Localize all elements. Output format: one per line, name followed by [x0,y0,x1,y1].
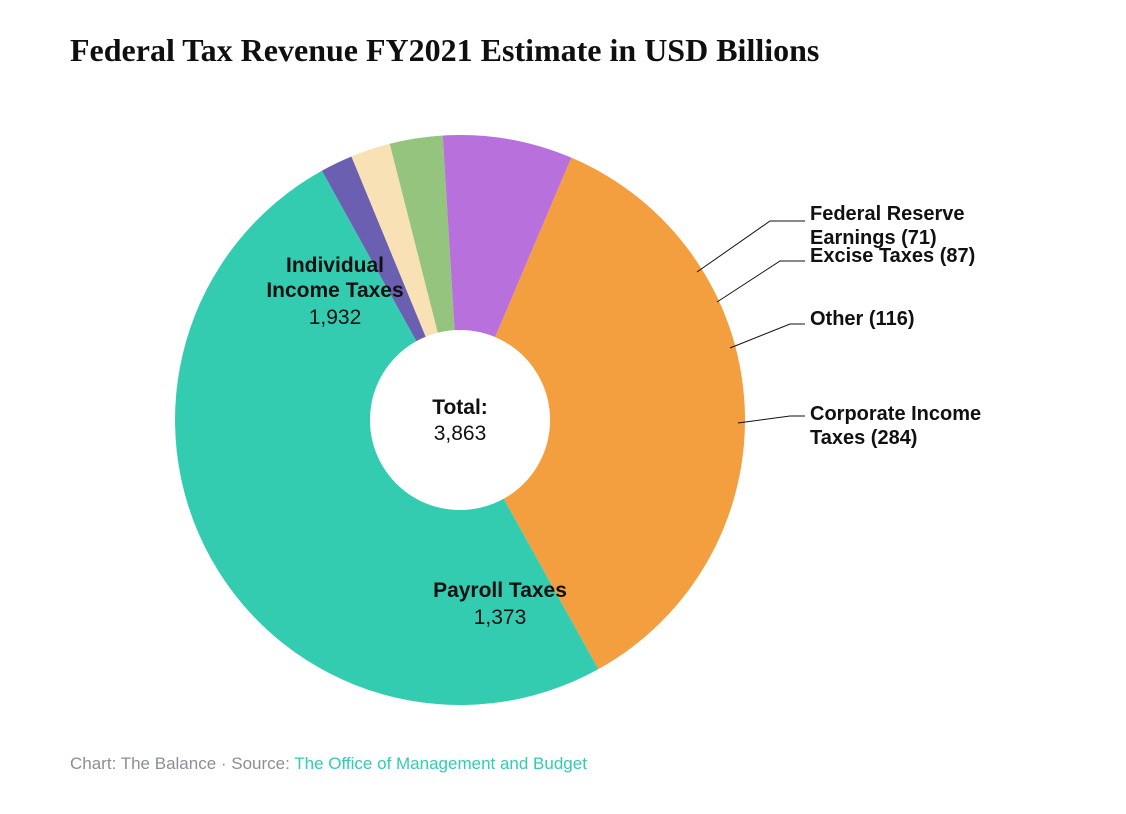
slice-ext-label: Corporate Income [810,403,981,425]
leader-line [738,416,805,423]
chart-footer: Chart: The Balance · Source: The Office … [70,754,587,774]
slice-ext-label: Excise Taxes (87) [810,245,975,267]
donut-hole [370,330,550,510]
slice-label: Income Taxes [266,279,403,302]
slice-ext-label: Taxes (284) [810,427,917,449]
donut-chart: Total: 3,863 IndividualIncome Taxes 1,932 Pa… [0,0,1126,814]
slice-label: Payroll Taxes [433,579,567,602]
slice-value: 1,373 [474,606,527,629]
slice-value: 1,932 [309,306,362,329]
leader-line [730,324,805,348]
footer-prefix: Chart: The Balance · Source: [70,754,294,773]
center-total-label: Total: [432,396,488,419]
slice-label: Individual [286,254,384,277]
leader-line [697,221,805,272]
slice-ext-label: Other (116) [810,308,914,330]
footer-source-link[interactable]: The Office of Management and Budget [294,754,587,773]
slice-ext-label: Federal Reserve [810,203,965,225]
center-total-value: 3,863 [434,422,487,445]
leader-line [717,261,805,302]
